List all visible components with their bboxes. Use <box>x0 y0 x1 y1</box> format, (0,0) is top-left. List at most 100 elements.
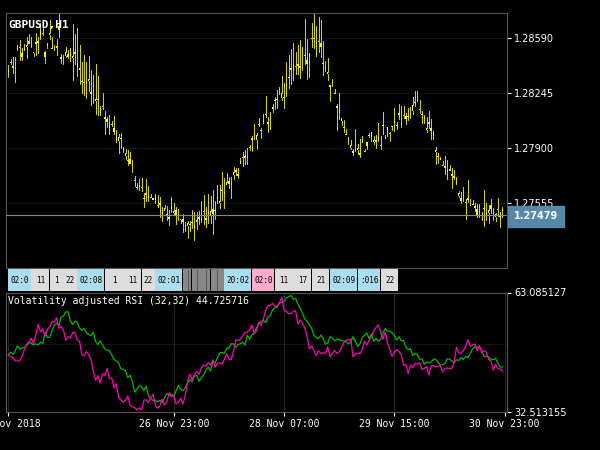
Bar <box>134 180 136 181</box>
Bar <box>127 160 128 162</box>
Bar <box>401 123 402 125</box>
Bar <box>322 63 324 64</box>
Bar <box>268 122 269 124</box>
Bar <box>31 41 32 42</box>
Bar <box>329 86 331 87</box>
Bar <box>407 116 409 117</box>
Bar <box>182 220 184 222</box>
Bar <box>428 122 430 124</box>
Bar <box>155 196 156 200</box>
Bar <box>199 217 200 219</box>
Text: 02:09: 02:09 <box>332 275 355 285</box>
Bar <box>424 117 425 119</box>
Bar <box>164 208 165 211</box>
Bar <box>224 192 225 194</box>
Bar <box>490 205 491 210</box>
Bar <box>377 137 379 140</box>
Bar <box>371 132 372 137</box>
Bar <box>330 269 357 291</box>
Bar <box>200 215 202 216</box>
Bar <box>419 109 421 110</box>
Bar <box>150 197 151 198</box>
Bar <box>185 226 186 227</box>
Bar <box>288 76 289 78</box>
Bar <box>77 63 78 67</box>
Bar <box>299 66 301 68</box>
Bar <box>35 42 37 44</box>
Bar <box>320 43 322 46</box>
Bar <box>44 52 46 57</box>
Bar <box>238 175 239 176</box>
Bar <box>217 197 218 199</box>
Bar <box>254 135 255 136</box>
Bar <box>437 156 439 157</box>
Bar <box>313 38 314 39</box>
Bar <box>279 89 280 90</box>
Bar <box>102 106 103 107</box>
Bar <box>385 138 386 139</box>
Bar <box>394 121 395 122</box>
Bar <box>81 81 83 82</box>
Bar <box>274 100 275 101</box>
Bar <box>336 106 338 108</box>
Bar <box>95 99 97 101</box>
Bar <box>155 269 182 291</box>
Bar <box>22 53 23 57</box>
Bar <box>37 41 39 43</box>
Bar <box>352 151 354 153</box>
Bar <box>125 153 126 156</box>
Bar <box>40 30 41 36</box>
Bar <box>297 64 299 66</box>
Bar <box>497 209 499 210</box>
Bar <box>113 128 115 132</box>
Bar <box>389 133 391 134</box>
Bar <box>376 140 377 142</box>
Bar <box>366 142 368 146</box>
Bar <box>212 209 214 214</box>
Text: 02:01: 02:01 <box>158 275 181 285</box>
Bar <box>446 170 448 172</box>
Bar <box>357 148 358 149</box>
Bar <box>304 54 305 56</box>
Bar <box>426 128 427 130</box>
Bar <box>412 105 413 111</box>
Bar <box>263 121 264 122</box>
Bar <box>467 198 469 200</box>
Text: 1: 1 <box>112 275 116 285</box>
Bar <box>42 33 43 34</box>
Bar <box>205 218 206 220</box>
Bar <box>325 68 326 69</box>
Bar <box>444 166 446 168</box>
Bar <box>70 54 71 56</box>
Bar <box>290 68 292 70</box>
Bar <box>139 185 140 187</box>
Bar <box>143 198 145 199</box>
Bar <box>202 269 210 291</box>
Bar <box>382 125 383 126</box>
Bar <box>440 158 441 160</box>
Bar <box>277 99 278 100</box>
Bar <box>105 269 122 291</box>
Bar <box>460 198 462 201</box>
Text: 11: 11 <box>36 275 45 285</box>
Bar <box>8 269 31 291</box>
Bar <box>265 114 266 115</box>
Bar <box>97 99 98 100</box>
Bar <box>435 150 436 152</box>
Text: :016: :016 <box>360 275 379 285</box>
Bar <box>169 217 170 219</box>
Bar <box>415 102 416 104</box>
Bar <box>247 149 248 150</box>
Bar <box>456 182 457 183</box>
Bar <box>358 269 380 291</box>
Bar <box>203 211 205 212</box>
Bar <box>502 209 503 211</box>
Bar <box>380 144 381 146</box>
Bar <box>196 220 197 222</box>
Bar <box>373 140 374 142</box>
Bar <box>72 56 73 58</box>
Bar <box>458 193 460 196</box>
Bar <box>272 108 273 109</box>
Bar <box>142 269 155 291</box>
Bar <box>256 135 257 140</box>
